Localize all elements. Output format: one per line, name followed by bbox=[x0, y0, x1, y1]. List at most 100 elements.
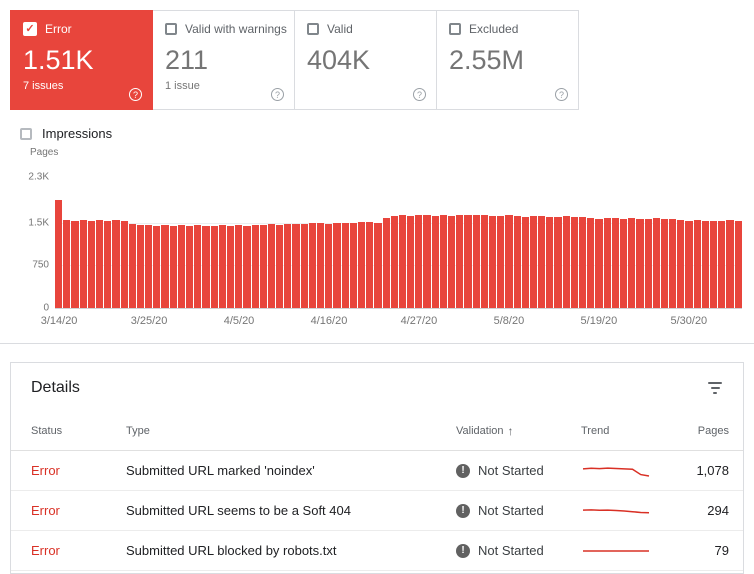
bar bbox=[79, 220, 87, 308]
trend-sparkline bbox=[582, 508, 650, 514]
y-tick-label: 1.5K bbox=[28, 217, 49, 229]
card-valid-warnings-value: 211 bbox=[165, 45, 209, 75]
row-type: Submitted URL blocked by robots.txt bbox=[126, 543, 337, 558]
bar bbox=[357, 222, 366, 308]
card-excluded[interactable]: Excluded 2.55M ? bbox=[436, 10, 579, 110]
help-icon[interactable]: ? bbox=[413, 88, 426, 101]
card-valid-warnings[interactable]: Valid with warnings 211 1 issue ? bbox=[152, 10, 295, 110]
bar bbox=[701, 221, 709, 308]
bar bbox=[218, 225, 226, 308]
bar bbox=[677, 220, 685, 308]
impressions-toggle[interactable]: Impressions bbox=[20, 126, 754, 141]
bar bbox=[374, 222, 382, 308]
column-header-status[interactable]: Status bbox=[31, 424, 63, 437]
bar bbox=[194, 225, 202, 308]
bar bbox=[317, 223, 325, 308]
row-type: Submitted URL seems to be a Soft 404 bbox=[126, 503, 351, 518]
row-validation: ! Not Started bbox=[456, 503, 581, 518]
help-icon[interactable]: ? bbox=[129, 88, 142, 101]
bar bbox=[472, 215, 480, 308]
bar bbox=[186, 225, 194, 308]
bar bbox=[611, 218, 619, 308]
x-tick-label: 3/14/20 bbox=[40, 315, 78, 327]
bar bbox=[112, 220, 120, 308]
bar bbox=[71, 220, 79, 308]
card-excluded-issues bbox=[449, 80, 566, 93]
bar bbox=[521, 216, 529, 308]
bar bbox=[554, 217, 562, 308]
x-tick-label: 3/25/20 bbox=[130, 315, 168, 327]
column-header-trend[interactable]: Trend bbox=[581, 424, 610, 437]
y-tick-label: 750 bbox=[32, 259, 49, 271]
bar bbox=[276, 224, 284, 308]
checkbox-unchecked-icon[interactable] bbox=[307, 23, 319, 35]
table-row[interactable]: Error Submitted URL marked 'noindex' ! N… bbox=[11, 451, 743, 491]
bar bbox=[636, 218, 644, 308]
card-valid-label: Valid bbox=[327, 22, 353, 36]
y-axis-title: Pages bbox=[30, 147, 59, 158]
filter-icon[interactable] bbox=[707, 380, 723, 396]
column-header-type[interactable]: Type bbox=[126, 424, 150, 437]
card-valid-value: 404K bbox=[307, 45, 371, 75]
bar bbox=[325, 223, 333, 308]
bar bbox=[603, 217, 611, 308]
card-error-value: 1.51K bbox=[23, 45, 94, 75]
table-row[interactable]: Error Submitted URL blocked by robots.tx… bbox=[11, 531, 743, 571]
bar bbox=[628, 218, 636, 308]
card-error[interactable]: ✓ Error 1.51K 7 issues ? bbox=[10, 10, 153, 110]
card-valid[interactable]: Valid 404K ? bbox=[294, 10, 437, 110]
bar bbox=[415, 215, 423, 308]
table-header-row: Status Type Validation ↑ Trend Pages bbox=[11, 411, 743, 451]
bar bbox=[259, 224, 267, 308]
bar bbox=[488, 215, 497, 308]
bar bbox=[136, 225, 145, 308]
bar bbox=[562, 216, 570, 308]
bar bbox=[210, 225, 218, 308]
bar bbox=[349, 223, 357, 308]
help-icon[interactable]: ? bbox=[271, 88, 284, 101]
bar bbox=[480, 214, 488, 308]
checkbox-checked-icon[interactable]: ✓ bbox=[23, 22, 37, 36]
row-validation: ! Not Started bbox=[456, 463, 581, 478]
x-axis-labels: 3/14/20 3/25/20 4/5/20 4/16/20 4/27/20 5/8/20… bbox=[41, 315, 742, 329]
checkbox-unchecked-icon[interactable] bbox=[449, 23, 461, 35]
exclamation-icon: ! bbox=[456, 543, 470, 558]
bar bbox=[685, 220, 693, 308]
row-type: Submitted URL marked 'noindex' bbox=[126, 463, 315, 478]
bar bbox=[267, 224, 276, 308]
bar bbox=[448, 216, 456, 308]
help-icon[interactable]: ? bbox=[555, 88, 568, 101]
row-validation-label: Not Started bbox=[478, 543, 544, 558]
table-row[interactable]: Error Submitted URL seems to be a Soft 4… bbox=[11, 491, 743, 531]
bar bbox=[456, 215, 464, 308]
bar bbox=[251, 225, 259, 308]
x-tick-label: 5/30/20 bbox=[670, 315, 708, 327]
details-panel: Details Status Type Validation ↑ Trend P… bbox=[10, 362, 744, 574]
row-validation-label: Not Started bbox=[478, 503, 544, 518]
column-header-validation[interactable]: Validation ↑ bbox=[456, 424, 581, 438]
row-status: Error bbox=[31, 543, 60, 558]
row-pages: 79 bbox=[714, 543, 729, 558]
bar bbox=[587, 218, 595, 308]
bar-plot[interactable] bbox=[55, 177, 742, 308]
bar bbox=[226, 225, 235, 308]
bar bbox=[546, 216, 554, 308]
checkbox-unchecked-icon[interactable] bbox=[165, 23, 177, 35]
bar bbox=[669, 219, 677, 308]
bar bbox=[202, 226, 210, 308]
impressions-label: Impressions bbox=[42, 126, 113, 141]
pages-chart: Pages 2.3K 1.5K 750 0 bbox=[28, 147, 742, 314]
bar bbox=[333, 222, 341, 308]
bar bbox=[579, 217, 587, 308]
x-tick-label: 4/5/20 bbox=[223, 315, 255, 327]
row-pages: 294 bbox=[707, 503, 729, 518]
row-validation: ! Not Started bbox=[456, 543, 581, 558]
bar bbox=[169, 225, 177, 308]
bar bbox=[284, 224, 292, 308]
column-header-pages[interactable]: Pages bbox=[697, 424, 729, 437]
details-title: Details bbox=[31, 379, 80, 396]
impressions-checkbox[interactable] bbox=[20, 127, 32, 140]
bar bbox=[407, 216, 415, 308]
bar bbox=[390, 215, 398, 308]
